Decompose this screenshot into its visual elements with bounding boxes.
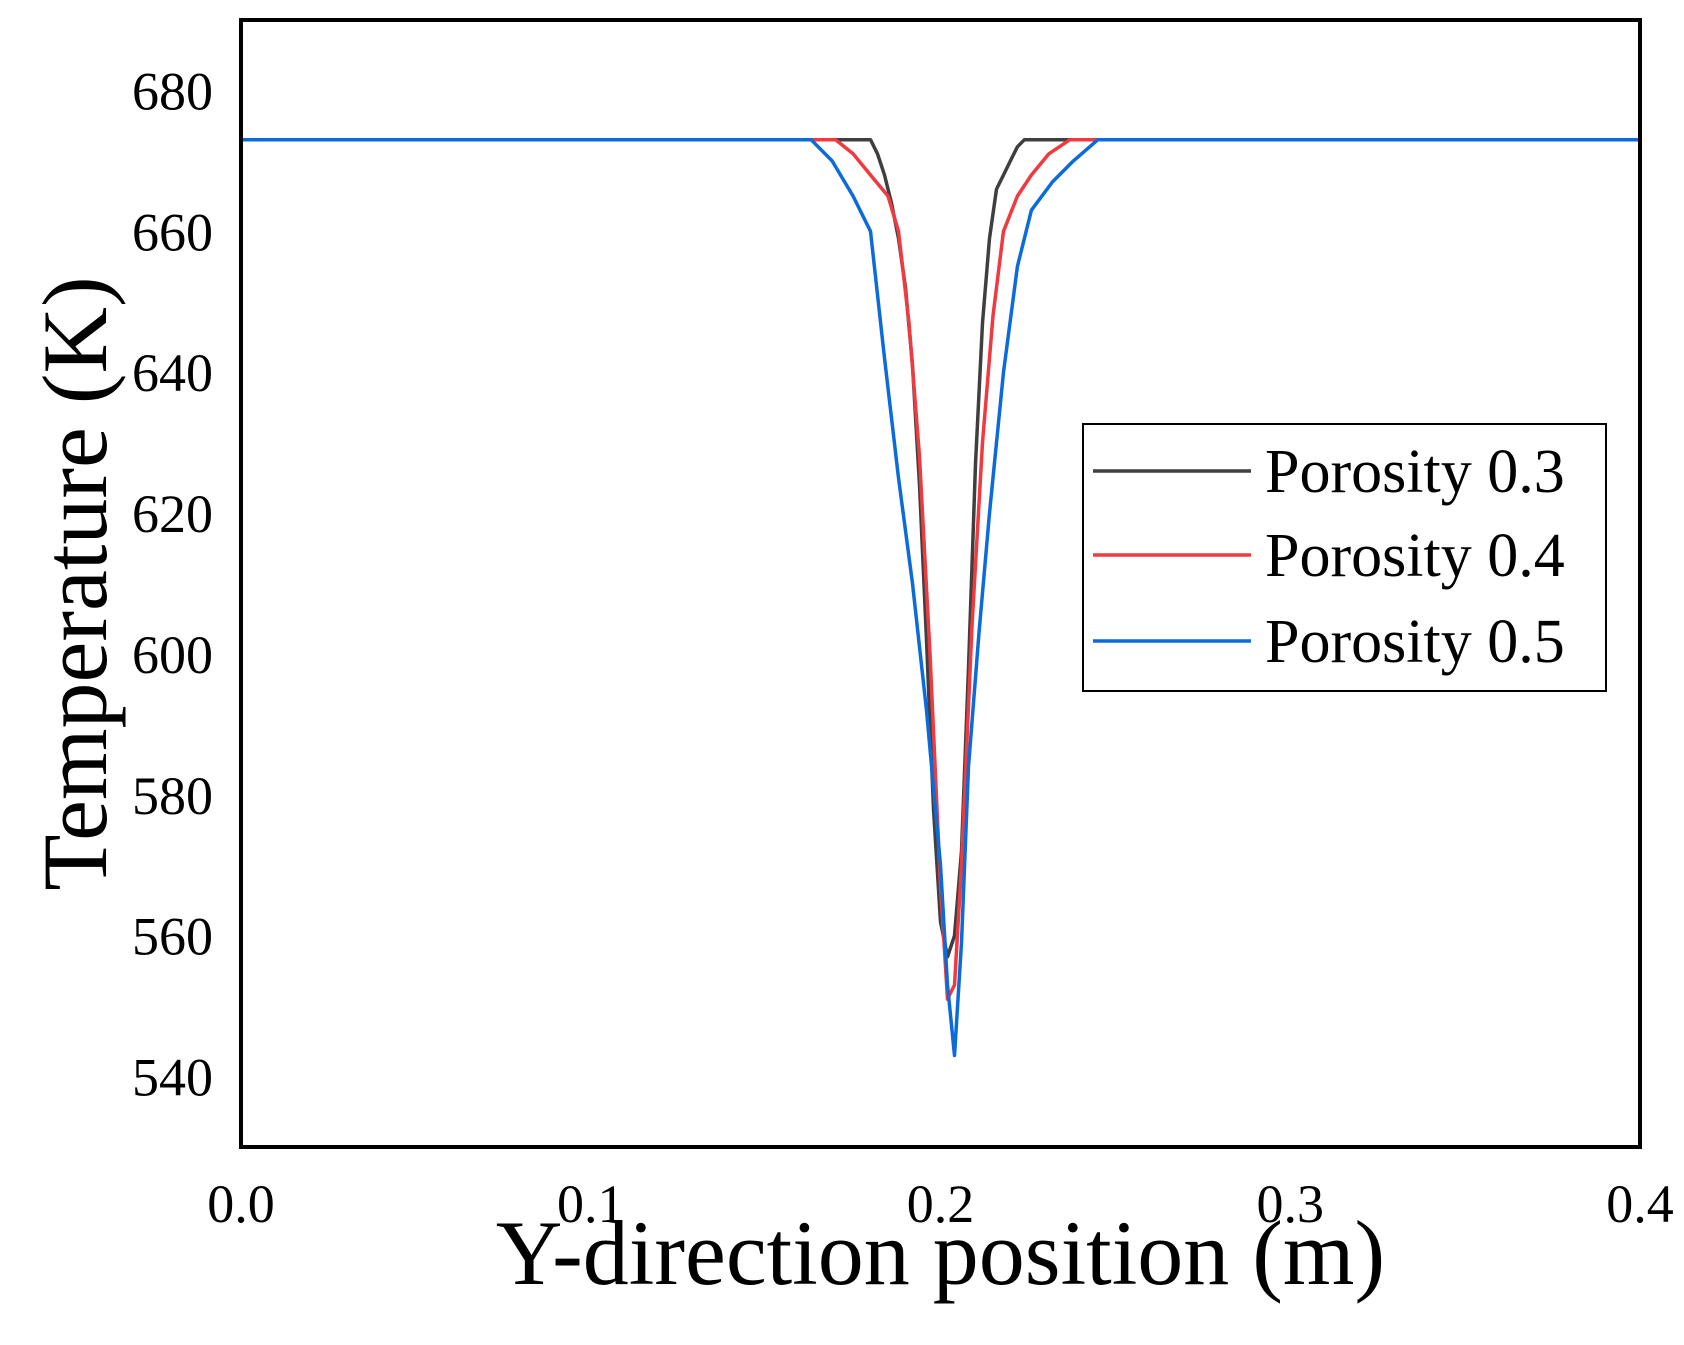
x-tick-label: 0.3 [1257, 1174, 1325, 1234]
legend-box [1082, 423, 1607, 692]
y-tick-label: 680 [132, 61, 213, 121]
tick-layer: 0.0 0.1 0.2 0.3 0.4 540 560 580 600 620 640 660 680 [132, 61, 1674, 1234]
legend: Porosity 0.3 Porosity 0.4 Porosity 0.5 [1082, 423, 1607, 692]
legend-label-porosity-0-3: Porosity 0.3 [1265, 438, 1565, 506]
x-tick-label: 0.2 [907, 1174, 975, 1234]
series-layer [241, 137, 1640, 1058]
x-axis-label: Y-direction position (m) [496, 1202, 1385, 1304]
y-tick-label: 580 [132, 766, 213, 826]
legend-label-porosity-0-5: Porosity 0.5 [1265, 608, 1565, 676]
legend-label-porosity-0-4: Porosity 0.4 [1265, 522, 1565, 590]
x-tick-label: 0.0 [207, 1174, 275, 1234]
y-tick-label: 640 [132, 343, 213, 403]
y-tick-label: 540 [132, 1048, 213, 1108]
x-tick-label: 0.1 [557, 1174, 625, 1234]
series-line-porosity-0-4 [241, 137, 1640, 1001]
y-tick-label: 660 [132, 202, 213, 262]
x-tick-label: 0.4 [1606, 1174, 1674, 1234]
y-tick-label: 560 [132, 907, 213, 967]
series-line-porosity-0-5 [241, 137, 1640, 1058]
y-axis-label: Temperature (K) [24, 276, 126, 890]
plot-frame [239, 18, 1642, 1149]
y-tick-label: 620 [132, 484, 213, 544]
y-tick-label: 600 [132, 625, 213, 685]
